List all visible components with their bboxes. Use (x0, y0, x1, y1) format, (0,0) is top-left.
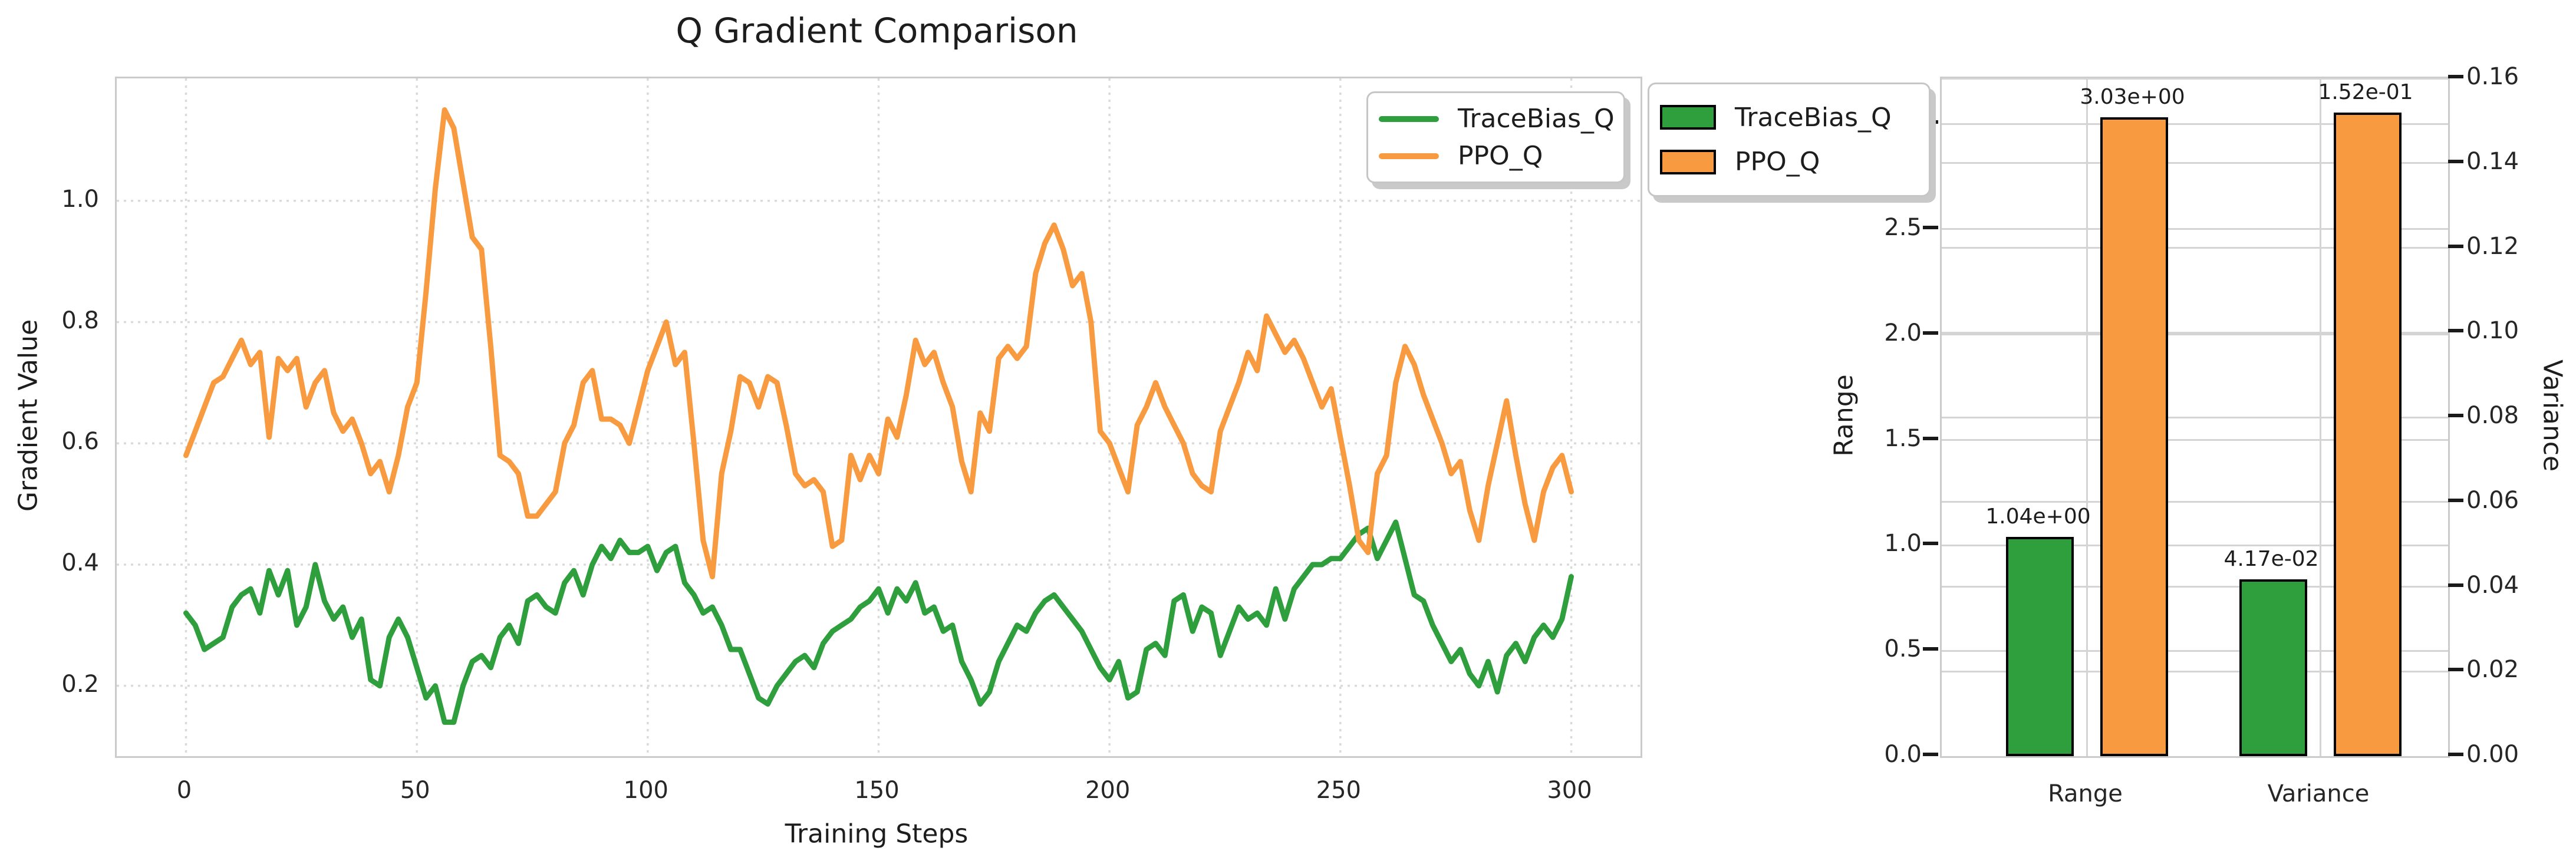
gridline-left-scale (1942, 649, 2448, 652)
legend-item-tracebias: TraceBias_Q (1660, 103, 1917, 133)
category-label: Variance (2267, 780, 2370, 807)
gridline-right-scale (1942, 247, 2448, 249)
bar-value-label: 1.52e-01 (2318, 80, 2413, 104)
x-tick-label: 0 (176, 777, 192, 804)
legend-label-ppo: PPO_Q (1735, 147, 1820, 177)
y-tick-mark-range (1923, 225, 1938, 229)
category-label: Range (2048, 780, 2123, 807)
y-tick-label-variance: 0.02 (2466, 656, 2519, 684)
y-tick-label: 1.0 (61, 185, 99, 213)
y-tick-label-range: 2.5 (1884, 213, 1922, 241)
y-tick-mark-range (1923, 542, 1938, 546)
y-tick-mark-range (1923, 647, 1938, 651)
gridline-left-scale (1942, 334, 2448, 336)
legend-label-tracebias: TraceBias_Q (1458, 104, 1615, 134)
tracebias-line-swatch (1379, 116, 1439, 122)
legend-label-tracebias: TraceBias_Q (1735, 102, 1892, 133)
legend-item-tracebias: TraceBias_Q (1379, 104, 1615, 134)
y-tick-label-range: 0.0 (1884, 741, 1922, 768)
gridline-right-scale (1942, 162, 2448, 164)
y-tick-mark-variance (2448, 668, 2463, 672)
x-tick-label: 150 (854, 777, 900, 804)
y-tick-mark-variance (2448, 75, 2463, 78)
gridline-right-scale (1942, 416, 2448, 418)
y-tick-label-variance: 0.14 (2466, 147, 2519, 175)
y-tick-mark-variance (2448, 583, 2463, 587)
y-tick-mark-variance (2448, 244, 2463, 248)
y-tick-label-variance: 0.04 (2466, 571, 2519, 599)
y-tick-mark-range (1923, 436, 1938, 440)
y-tick-mark-range (1923, 331, 1938, 335)
legend-label-ppo: PPO_Q (1458, 141, 1543, 171)
y-tick-mark-range (1923, 120, 1938, 124)
gridline-left-scale (1942, 123, 2448, 125)
gridline-right-scale (1942, 586, 2448, 588)
line-chart-legend: TraceBias_Q PPO_Q (1366, 91, 1625, 183)
y-tick-label-variance: 0.12 (2466, 232, 2519, 260)
bar-PPO_Q-Variance (2333, 112, 2402, 756)
y-tick-label-variance: 0.00 (2466, 741, 2519, 768)
gridline-left-scale (1942, 228, 2448, 230)
y-tick-label-variance: 0.16 (2466, 63, 2519, 90)
y-tick-label: 0.4 (61, 549, 99, 576)
series-line-TraceBias_Q (183, 519, 1574, 725)
y-tick-label: 0.6 (61, 428, 99, 456)
y-tick-mark-variance (2448, 498, 2463, 502)
y-tick-mark-variance (2448, 414, 2463, 417)
bar-TraceBias_Q-Range (2006, 537, 2074, 756)
chart-title: Q Gradient Comparison (676, 11, 1078, 51)
y-tick-label-range: 1.5 (1884, 424, 1922, 452)
y-tick-label: 0.2 (61, 670, 99, 698)
gridline-left-scale (1942, 544, 2448, 546)
y-tick-mark-range (1923, 753, 1938, 756)
series-line-PPO_Q (183, 107, 1574, 579)
y-tick-label: 0.8 (61, 306, 99, 334)
y-tick-mark-variance (2448, 329, 2463, 333)
gridline-category (2086, 78, 2088, 756)
ppo-line-swatch (1379, 153, 1439, 159)
gridline-right-scale (1942, 501, 2448, 503)
tracebias-patch-swatch (1660, 105, 1716, 130)
gridline-right-scale (1942, 670, 2448, 672)
y-tick-label-range: 0.5 (1884, 635, 1922, 663)
y-tick-mark-variance (2448, 159, 2463, 163)
y-tick-label-range: 2.0 (1884, 319, 1922, 347)
y-tick-label-variance: 0.06 (2466, 486, 2519, 514)
x-tick-label: 200 (1085, 777, 1131, 804)
gridline-left-scale (1942, 439, 2448, 441)
legend-item-ppo: PPO_Q (1379, 141, 1612, 171)
bar-PPO_Q-Range (2100, 117, 2168, 756)
y-tick-mark-variance (2448, 753, 2463, 756)
bar-chart-plot-area (1940, 77, 2450, 758)
y-tick-label-variance: 0.10 (2466, 317, 2519, 345)
bar-value-label: 1.04e+00 (1985, 504, 2091, 529)
x-tick-label: 250 (1316, 777, 1361, 804)
bar-value-label: 4.17e-02 (2223, 547, 2319, 572)
line-chart-plot-area: TraceBias_Q PPO_Q (115, 77, 1642, 758)
gridline-category (2319, 78, 2321, 756)
x-tick-label: 50 (400, 777, 430, 804)
x-tick-label: 100 (623, 777, 668, 804)
legend-item-ppo: PPO_Q (1660, 147, 1917, 177)
bar-chart-legend: TraceBias_Q PPO_Q (1648, 83, 1931, 197)
x-tick-label: 300 (1547, 777, 1592, 804)
line-chart-canvas (117, 78, 1641, 756)
bar-value-label: 3.03e+00 (2080, 85, 2185, 110)
gridline-right-scale (1942, 77, 2448, 80)
bar-TraceBias_Q-Variance (2239, 579, 2307, 756)
y-tick-label-variance: 0.08 (2466, 402, 2519, 429)
gridline-right-scale (1942, 331, 2448, 334)
y-tick-label-range: 1.0 (1884, 530, 1922, 558)
ppo-patch-swatch (1660, 149, 1716, 174)
y-axis-label-gradient-value: Gradient Value (13, 319, 44, 512)
x-axis-label-training-steps: Training Steps (785, 819, 969, 849)
